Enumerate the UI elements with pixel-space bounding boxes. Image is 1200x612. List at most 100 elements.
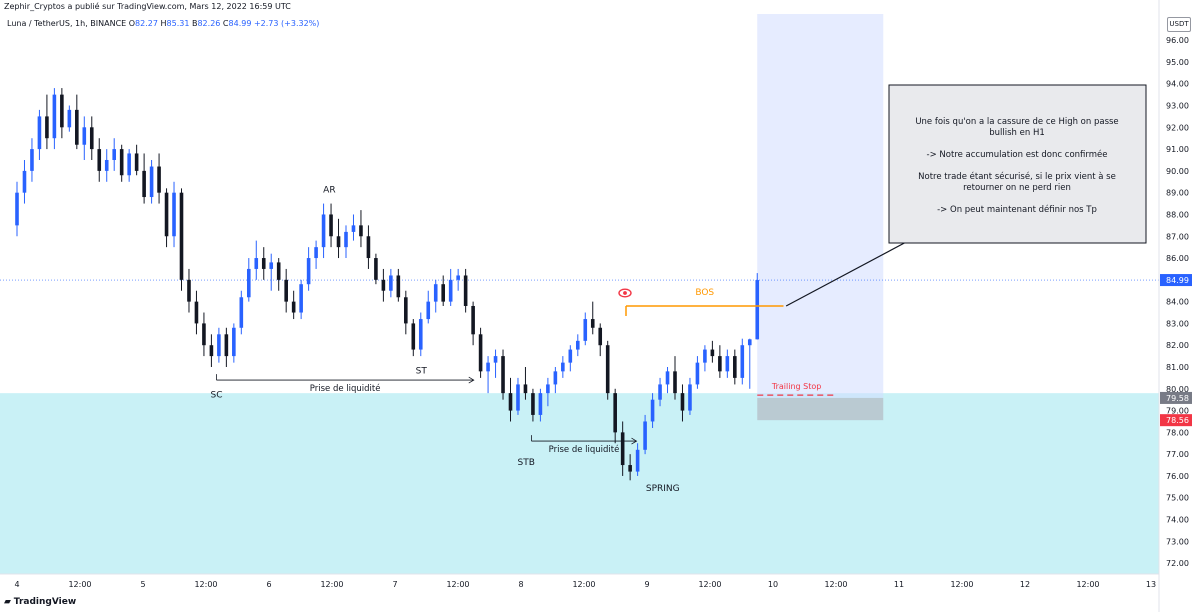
candle-body xyxy=(217,334,221,357)
candle xyxy=(381,268,386,302)
tradingview-logo[interactable]: ▰ TradingView xyxy=(4,597,77,607)
long-position-target-zone[interactable] xyxy=(757,14,884,398)
candle xyxy=(695,356,700,389)
candle xyxy=(628,454,632,481)
price-label-bg xyxy=(1160,274,1192,287)
open-value: 82.27 xyxy=(135,19,158,28)
price-axis[interactable]: 72.00 73.00 74.00 75.00 76.00 77.00 78.00 79.00… xyxy=(1158,0,1192,612)
candle xyxy=(104,149,109,182)
candle-body xyxy=(329,214,333,237)
candle-body xyxy=(209,345,214,357)
candle-body xyxy=(538,393,543,415)
candle-body xyxy=(404,297,408,324)
price-label-text: 84.99 xyxy=(1166,276,1189,285)
candle xyxy=(486,356,490,394)
candle-body xyxy=(261,258,266,269)
liquidity-label: Prise de liquidité xyxy=(310,383,381,394)
candle-body xyxy=(164,192,169,237)
time-axis[interactable]: 4 12:00 5 12:00 6 12:00 7 12:00 8 12:00 9 12:00 10 12… xyxy=(0,573,1159,589)
candle xyxy=(471,301,475,346)
candle-body xyxy=(493,356,498,363)
candle-body xyxy=(299,284,303,313)
candle-body xyxy=(224,334,229,357)
candle-body xyxy=(650,399,655,422)
candle xyxy=(366,225,371,269)
liquidity-label: Prise de liquidité xyxy=(549,444,620,455)
candle-body xyxy=(254,258,259,269)
candle-body xyxy=(418,319,423,350)
candle-body xyxy=(575,340,580,350)
candle-body xyxy=(321,214,326,248)
candle-body xyxy=(284,279,288,302)
note-line: bullish en H1 xyxy=(989,128,1045,138)
candle-body xyxy=(127,153,131,176)
candle xyxy=(15,181,19,237)
candle-body xyxy=(658,384,662,400)
candle xyxy=(508,377,513,422)
price-tick-label: 76.00 xyxy=(1166,472,1189,481)
candle-body xyxy=(119,149,124,176)
candle-body xyxy=(75,109,79,145)
time-tick-label: 12:00 xyxy=(572,580,595,589)
candle-body xyxy=(441,284,446,302)
candle-body xyxy=(381,279,386,291)
candle xyxy=(374,253,378,285)
candle-body xyxy=(246,268,251,298)
candle xyxy=(643,414,647,455)
price-tick-label: 88.00 xyxy=(1166,210,1189,219)
candle-body xyxy=(82,127,87,145)
candle xyxy=(224,327,229,367)
currency-button[interactable]: USDT xyxy=(1167,17,1191,32)
candle-body xyxy=(568,349,573,363)
candle xyxy=(538,388,543,422)
candle xyxy=(329,203,333,248)
candle xyxy=(733,349,737,385)
candle xyxy=(523,366,528,400)
candle xyxy=(418,312,423,357)
candle-body xyxy=(523,384,528,394)
candle xyxy=(725,349,730,378)
candle xyxy=(650,393,655,429)
candle-body xyxy=(598,327,603,346)
price-tick-label: 95.00 xyxy=(1166,58,1189,67)
candle xyxy=(396,268,401,302)
candle xyxy=(239,290,244,335)
price-label-badge: 78.56 xyxy=(1160,414,1192,427)
note-box[interactable]: Une fois qu'on a la cassure de ce High o… xyxy=(888,84,1147,244)
time-tick-label: 13 xyxy=(1146,580,1156,589)
candle xyxy=(493,349,498,378)
candle xyxy=(179,188,184,291)
candle xyxy=(261,247,266,280)
demand-zone xyxy=(0,393,1159,574)
price-tick-label: 94.00 xyxy=(1166,80,1189,89)
candle-body xyxy=(187,279,191,302)
wyckoff-label: AR xyxy=(323,186,335,196)
candle xyxy=(149,159,154,204)
trailing-stop-label: Trailing Stop xyxy=(771,382,821,391)
candle-body xyxy=(179,192,184,280)
candle xyxy=(389,268,393,298)
candle-body xyxy=(553,371,558,385)
stop-loss-zone[interactable] xyxy=(757,397,884,421)
candle xyxy=(172,181,176,248)
candle xyxy=(157,153,161,204)
price-label-bg xyxy=(1160,414,1192,427)
candle xyxy=(561,356,565,378)
candle-body xyxy=(710,349,715,357)
candle xyxy=(269,253,274,291)
annotations-layer: Trailing Stop Prise de liquidité Prise de … xyxy=(211,84,1147,494)
candle xyxy=(710,340,715,363)
symbol-name[interactable]: Luna / TetherUS, 1h, BINANCE xyxy=(7,19,127,28)
candle-body xyxy=(733,356,737,378)
candle-body xyxy=(396,275,401,298)
candle xyxy=(426,290,431,324)
price-tick-label: 86.00 xyxy=(1166,254,1189,263)
candle-body xyxy=(688,384,692,411)
candle-body xyxy=(725,356,730,372)
note-arrow[interactable] xyxy=(785,231,926,307)
note-line: Notre trade étant sécurisé, si le prix v… xyxy=(918,171,1116,182)
eye-icon[interactable] xyxy=(618,288,632,298)
candle xyxy=(336,218,341,259)
wyckoff-label: SPRING xyxy=(646,484,680,494)
